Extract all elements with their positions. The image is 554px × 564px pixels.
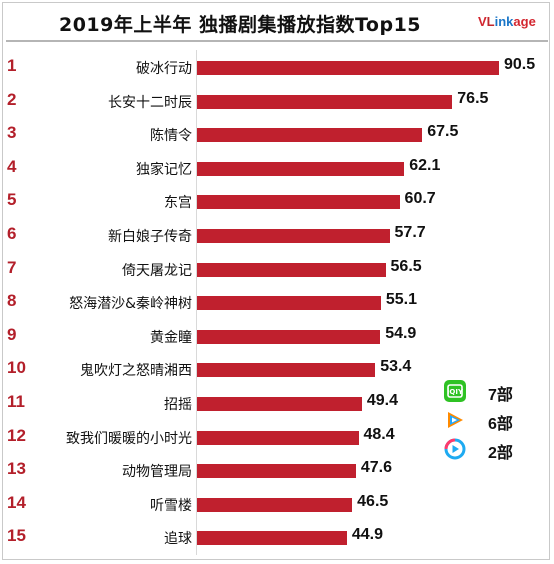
chart-axis (196, 50, 197, 555)
bar (197, 397, 362, 411)
category-label: 新白娘子传奇 (108, 229, 192, 245)
bar (197, 531, 347, 546)
category-label: 招摇 (164, 397, 192, 413)
value-label: 44.9 (351, 526, 383, 544)
youku-icon (444, 438, 466, 460)
value-label: 46.5 (357, 492, 389, 510)
value-label: 62.1 (409, 156, 441, 174)
value-label: 48.4 (363, 425, 395, 443)
chart-title: 2019年上半年 独播剧集播放指数Top15 (58, 14, 422, 36)
tencent-video-icon (444, 409, 466, 431)
bar-row: 6 新白娘子传奇 57.7 (0, 220, 554, 250)
category-label: 倚天屠龙记 (122, 262, 192, 279)
bar-row: 5 东宫 60.7 (0, 186, 554, 216)
category-label: 破冰行动 (136, 61, 192, 77)
iqiyi-icon: iQIY (444, 380, 466, 402)
category-label: 陈情令 (150, 128, 192, 145)
rank-label: 3 (7, 123, 17, 143)
legend-item-tencent: 6部 (444, 409, 544, 433)
rank-label: 8 (7, 291, 17, 311)
category-label: 动物管理局 (122, 464, 192, 481)
bar-row: 9 黄金瞳 54.9 (0, 321, 554, 351)
rank-label: 1 (7, 56, 17, 75)
bar (197, 61, 499, 75)
category-label: 追球 (164, 531, 192, 548)
rank-label: 5 (7, 190, 17, 210)
category-label: 听雪楼 (150, 497, 192, 514)
rank-label: 15 (7, 526, 26, 546)
bar-row: 15 追球 44.9 (0, 522, 554, 552)
bar (197, 229, 390, 243)
rank-label: 13 (7, 459, 26, 479)
value-label: 47.6 (360, 459, 392, 477)
bar (197, 94, 453, 109)
category-label: 东宫 (164, 195, 192, 212)
rank-label: 12 (7, 425, 26, 445)
bar-row: 10 鬼吹灯之怒晴湘西 53.4 (0, 354, 554, 384)
category-label: 黄金瞳 (150, 329, 192, 346)
bar-row: 7 倚天屠龙记 56.5 (0, 254, 554, 284)
bar (197, 329, 381, 344)
category-label: 致我们暖暖的小时光 (66, 430, 192, 447)
vlinkage-logo: VLinkage (478, 14, 536, 29)
bar (197, 363, 376, 378)
rank-label: 11 (7, 392, 25, 411)
category-label: 长安十二时辰 (108, 94, 192, 111)
rank-label: 4 (7, 156, 17, 176)
rank-label: 10 (7, 358, 26, 378)
bar (197, 296, 381, 311)
title-divider (6, 40, 548, 42)
legend-item-youku: 2部 (444, 438, 544, 462)
value-label: 53.4 (380, 358, 412, 376)
category-label: 独家记忆 (136, 161, 192, 178)
legend-label-tencent: 6部 (488, 416, 513, 433)
bar-row: 11 招摇 49.4 (0, 388, 554, 418)
bar-row: 2 长安十二时辰 76.5 (0, 86, 554, 116)
bar (197, 464, 356, 479)
bar-row: 1 破冰行动 90.5 (0, 52, 554, 82)
bar (197, 262, 386, 277)
rank-label: 7 (7, 257, 17, 277)
value-label: 57.7 (394, 224, 426, 241)
bar-row: 4 独家记忆 62.1 (0, 153, 554, 183)
bar (197, 128, 423, 143)
bar (197, 195, 400, 210)
value-label: 60.7 (404, 190, 436, 208)
value-label: 56.5 (390, 257, 422, 275)
category-label: 鬼吹灯之怒晴湘西 (80, 363, 192, 380)
bar-row: 13 动物管理局 47.6 (0, 455, 554, 485)
value-label: 67.5 (427, 123, 459, 141)
bar (197, 497, 353, 512)
value-label: 54.9 (385, 324, 417, 342)
bar-row: 3 陈情令 67.5 (0, 119, 554, 149)
value-label: 90.5 (504, 56, 536, 73)
legend-item-iqiyi: iQIY 7部 (444, 380, 544, 404)
svg-text:iQIY: iQIY (447, 388, 464, 396)
value-label: 76.5 (457, 89, 489, 107)
rank-label: 6 (7, 224, 17, 243)
rank-label: 14 (7, 492, 26, 512)
rank-label: 9 (7, 324, 17, 344)
rank-label: 2 (7, 89, 17, 109)
bar (197, 161, 405, 176)
chart-frame (2, 2, 550, 560)
value-label: 55.1 (385, 291, 417, 309)
bar (197, 430, 359, 445)
category-label: 怒海潜沙&秦岭神树 (69, 296, 192, 313)
legend-label-youku: 2部 (488, 445, 513, 462)
bar-row: 14 听雪楼 46.5 (0, 489, 554, 519)
value-label: 49.4 (366, 392, 398, 409)
bar-row: 8 怒海潜沙&秦岭神树 55.1 (0, 287, 554, 317)
legend-label-iqiyi: 7部 (488, 387, 513, 404)
bar-row: 12 致我们暖暖的小时光 48.4 (0, 422, 554, 452)
